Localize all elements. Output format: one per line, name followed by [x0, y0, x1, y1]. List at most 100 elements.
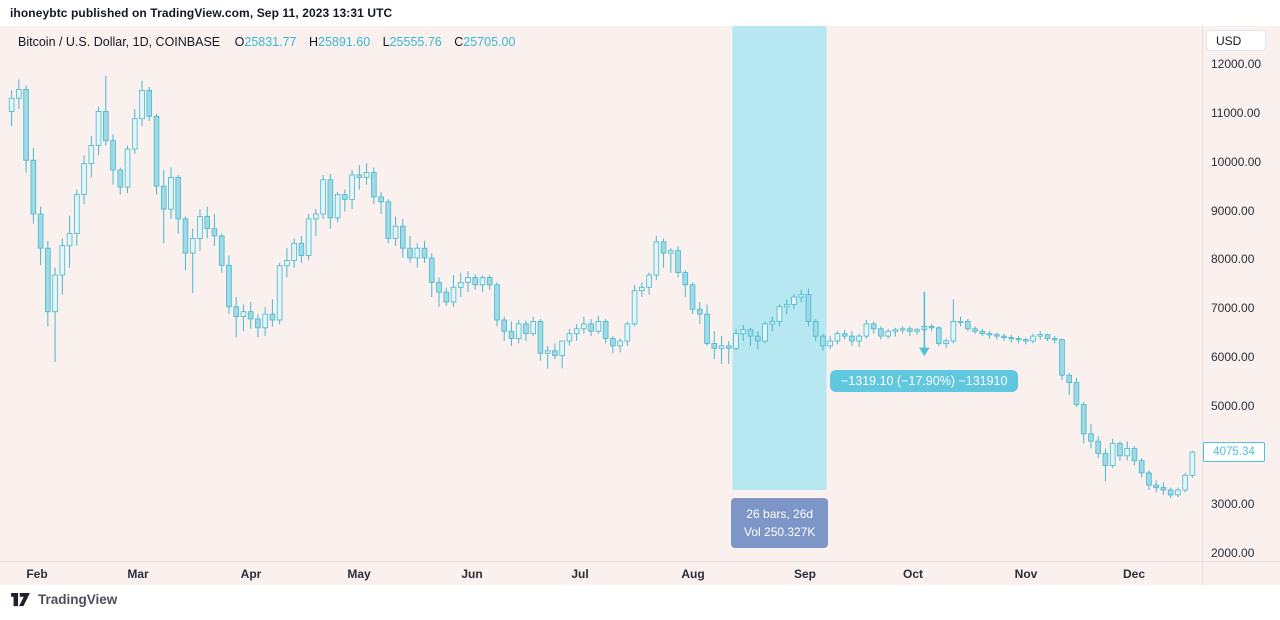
- candle-body: [160, 185, 167, 210]
- candle-body: [110, 140, 116, 171]
- candle-body: [812, 321, 819, 337]
- price-axis[interactable]: USD 12000.00 11000.00 10000.00 9000.00 8000.…: [1202, 26, 1280, 585]
- price-tick-label: 6000.00: [1211, 350, 1255, 364]
- high-value: 25891.60: [318, 35, 371, 49]
- high-key: H: [309, 35, 319, 49]
- candle-body: [993, 334, 1000, 337]
- candle-body: [146, 90, 153, 117]
- candle-body: [327, 179, 334, 219]
- candle-body: [74, 194, 80, 234]
- range-stats-box[interactable]: 26 bars, 26d Vol 250.327K: [731, 498, 829, 548]
- close-key: C: [454, 35, 464, 49]
- month-tick-label: Dec: [1122, 567, 1146, 581]
- candle-body: [610, 338, 616, 347]
- month-tick-label: Nov: [1014, 567, 1038, 581]
- candle-body: [682, 272, 689, 286]
- candle-body: [233, 306, 239, 317]
- candle-body: [52, 274, 58, 313]
- candle-body: [1015, 338, 1022, 341]
- tradingview-logo-link[interactable]: TradingView: [10, 592, 117, 607]
- symbol-title: Bitcoin / U.S. Dollar, 1D, COINBASE: [18, 35, 221, 49]
- candle-body: [544, 350, 551, 354]
- candle-body: [298, 242, 305, 256]
- candle-body: [66, 233, 73, 247]
- candle-body: [675, 250, 681, 274]
- candle-body: [617, 340, 623, 347]
- candle-body: [95, 111, 102, 147]
- candle-body: [552, 350, 558, 357]
- candle-body: [450, 286, 457, 303]
- candle-body: [711, 343, 718, 349]
- candle-body: [805, 294, 812, 322]
- time-axis[interactable]: Feb Mar Apr May Jun Jul Aug Sep Oct Nov Dec: [0, 561, 1280, 586]
- candle-body: [1088, 433, 1094, 442]
- candle-body: [494, 284, 500, 321]
- candle-body: [168, 176, 174, 210]
- month-tick-label: Jun: [461, 567, 483, 581]
- candle-body: [588, 323, 594, 332]
- month-tick-label: Aug: [681, 567, 705, 581]
- candle-body: [371, 172, 377, 198]
- candle-body: [1153, 484, 1159, 488]
- candle-body: [204, 216, 211, 230]
- candle-body: [211, 228, 218, 237]
- candle-body: [197, 216, 203, 239]
- candle-body: [378, 196, 384, 203]
- candle-body: [769, 321, 776, 325]
- price-tick-label: 3000.00: [1211, 497, 1255, 511]
- month-tick-label: Mar: [127, 567, 149, 581]
- candle-body: [595, 321, 602, 332]
- range-bars-text: 26 bars, 26d: [746, 507, 814, 521]
- measure-label[interactable]: −1319.10 (−17.90%) −131910: [830, 370, 1019, 393]
- candle-body: [668, 250, 674, 254]
- candle-body: [798, 294, 805, 298]
- candle-body: [131, 118, 138, 150]
- candles-layer[interactable]: [0, 26, 1202, 561]
- candle-body: [907, 328, 913, 332]
- candle-body: [117, 169, 124, 188]
- candle-body: [1059, 339, 1065, 376]
- candle-body: [218, 235, 225, 266]
- candle-body: [334, 194, 341, 219]
- currency-button[interactable]: USD: [1206, 30, 1266, 51]
- range-band: [732, 26, 827, 490]
- candle-body: [965, 321, 971, 330]
- candle-body: [1080, 404, 1087, 435]
- candle-body: [124, 148, 131, 188]
- candle-body: [240, 311, 247, 317]
- candle-body: [414, 247, 421, 259]
- candle-body: [783, 303, 790, 308]
- candle-body: [226, 264, 232, 308]
- candle-body: [740, 329, 747, 335]
- open-key: O: [234, 35, 245, 49]
- candle-body: [8, 97, 15, 112]
- candle-body: [754, 335, 761, 342]
- candle-body: [1051, 338, 1058, 341]
- price-tick-label: 10000.00: [1211, 155, 1262, 169]
- price-tick-label: 5000.00: [1211, 399, 1255, 413]
- chart-panel[interactable]: Bitcoin / U.S. Dollar, 1D, COINBASE O 258…: [0, 26, 1280, 585]
- candle-body: [791, 296, 797, 305]
- candle-body: [537, 321, 544, 354]
- candle-body: [1073, 382, 1080, 405]
- candle-body: [479, 277, 486, 286]
- candle-body: [1138, 460, 1145, 474]
- candle-body: [313, 213, 319, 220]
- candle-body: [936, 327, 942, 344]
- candle-body: [957, 321, 964, 324]
- candle-body: [1167, 489, 1174, 496]
- candle-body: [1037, 334, 1044, 337]
- month-tick-label: Sep: [793, 567, 817, 581]
- last-price-tag: 4075.34: [1203, 442, 1265, 462]
- price-tick-label: 2000.00: [1211, 546, 1255, 560]
- candle-body: [472, 277, 479, 286]
- candle-body: [530, 321, 536, 335]
- candle-body: [602, 321, 609, 339]
- candle-body: [247, 311, 254, 320]
- candle-body: [102, 111, 109, 142]
- month-tick-label: Feb: [26, 567, 48, 581]
- price-tick-label: 8000.00: [1211, 252, 1255, 266]
- candle-body: [827, 340, 833, 347]
- candle-body: [899, 328, 906, 331]
- month-tick-label: Oct: [902, 567, 924, 581]
